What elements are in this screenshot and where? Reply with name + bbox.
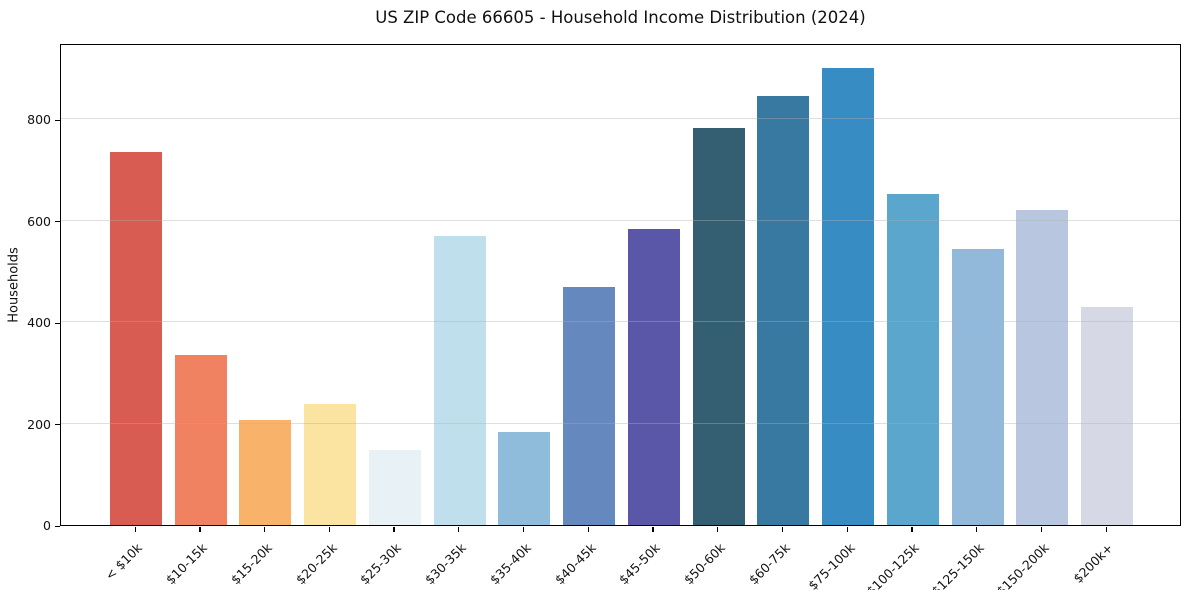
bar-$45-50k [627,229,680,525]
x-tick-mark-$25-30k [393,527,395,532]
bar-$15-20k [239,420,292,525]
x-tick-label-$200k+: $200k+ [1070,540,1117,586]
x-tick-label-$40-45k: $40-45k [551,540,599,588]
y-tick-label-0: 0 [43,518,51,533]
x-tick-label-$15-20k: $15-20k [227,540,275,588]
x-tick-mark-$150-200k [1040,527,1043,532]
x-tick-mark-$60-75k [781,527,784,532]
x-tick-mark-$15-20k [263,527,266,532]
x-tick-label-$10-15k: $10-15k [163,540,211,588]
y-axis-label: Households [6,247,22,323]
bar-< $10k [110,152,162,525]
x-tick-mark-$100-125k [911,527,913,532]
x-tick-mark-$20-25k [328,527,330,532]
bar-$20-25k [304,403,357,525]
x-tick-mark-$75-100k [846,527,848,532]
y-tick-label-400: 400 [27,315,51,331]
y-tick-mark-600 [55,221,60,223]
y-tick-mark-0 [55,525,60,527]
y-tick-label-800: 800 [27,112,51,128]
x-tick-label-$125-150k: $125-150k [928,540,987,590]
bar-$100-125k [886,193,939,525]
x-tick-label-$150-200k: $150-200k [993,540,1052,590]
x-tick-mark-$200k+ [1105,527,1107,532]
x-tick-mark-$125-150k [976,527,978,532]
x-tick-mark-$40-45k [587,527,589,532]
x-tick-label-$45-50k: $45-50k [616,540,664,588]
bars-layer [61,45,1180,525]
bar-$50-60k [692,127,745,525]
x-tick-mark-< $10k [134,527,136,532]
plot-area [60,44,1181,526]
y-tick-label-600: 600 [27,213,51,229]
bar-$150-200k [1016,210,1069,525]
bar-$200k+ [1081,306,1133,525]
x-tick-label-$30-35k: $30-35k [421,540,469,588]
bar-$75-100k [822,67,875,525]
bar-$125-150k [951,248,1004,525]
x-tick-mark-$30-35k [458,527,460,532]
bar-$60-75k [757,96,810,525]
y-tick-mark-400 [55,322,60,324]
bar-$30-35k [433,236,486,525]
bar-$35-40k [498,432,551,525]
x-tick-label-$50-60k: $50-60k [680,540,728,588]
x-tick-label-$25-30k: $25-30k [357,540,405,588]
x-tick-mark-$35-40k [522,527,525,532]
y-tick-label-200: 200 [27,416,51,432]
x-tick-label-< $10k: < $10k [102,540,146,584]
x-tick-mark-$45-50k [652,527,654,532]
x-tick-label-$60-75k: $60-75k [745,540,793,588]
x-tick-label-$20-25k: $20-25k [292,540,340,588]
x-tick-label-$100-125k: $100-125k [863,540,923,590]
x-tick-mark-$10-15k [199,527,201,532]
x-tick-mark-$50-60k [717,527,719,532]
bar-$10-15k [174,354,227,525]
y-tick-mark-800 [55,119,60,121]
bar-$25-30k [368,449,421,525]
bar-$40-45k [563,287,616,525]
y-tick-mark-200 [55,424,60,426]
chart-title: US ZIP Code 66605 - Household Income Dis… [375,8,866,27]
x-tick-label-$35-40k: $35-40k [486,540,534,588]
x-tick-label-$75-100k: $75-100k [804,540,858,590]
